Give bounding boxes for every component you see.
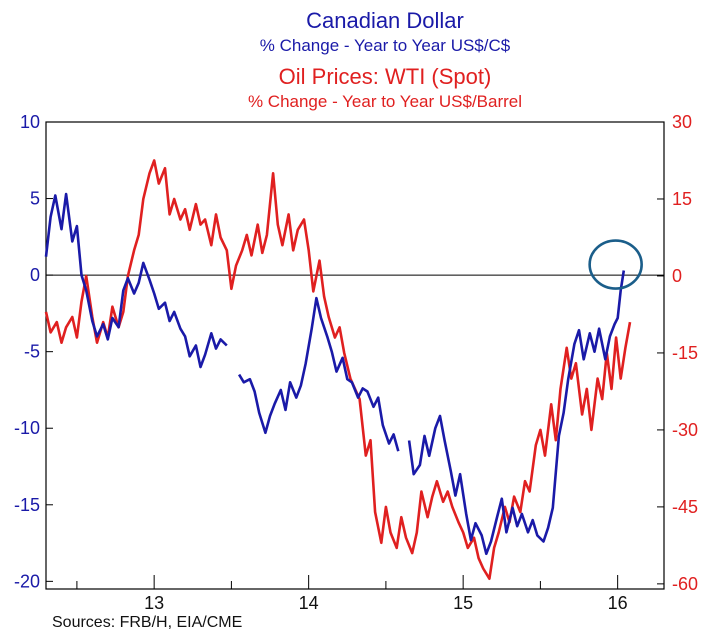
right-tick-label: 0	[672, 266, 682, 286]
right-axis: 30 15 0 -15 -30 -45 -60	[657, 112, 698, 594]
plot-frame	[45, 121, 665, 590]
left-tick-label: -20	[14, 571, 40, 591]
series-layer	[44, 159, 632, 580]
cad-series-line	[407, 270, 626, 556]
right-tick-label: -60	[672, 574, 698, 594]
right-tick-label: 15	[672, 189, 692, 209]
cad-series-line	[237, 296, 400, 452]
left-axis: 10 5 0 -5 -10 -15 -20	[14, 112, 53, 591]
source-note: Sources: FRB/H, EIA/CME	[52, 614, 242, 631]
left-tick-label: 0	[30, 265, 40, 285]
chart-subtitle-primary: % Change - Year to Year US$/C$	[260, 36, 511, 55]
right-tick-label: -30	[672, 420, 698, 440]
left-tick-label: 5	[30, 189, 40, 209]
x-tick-label: 14	[299, 593, 319, 613]
x-tick-label: 16	[608, 593, 628, 613]
chart-subtitle-secondary: % Change - Year to Year US$/Barrel	[248, 92, 522, 111]
chart-title-secondary: Oil Prices: WTI (Spot)	[279, 64, 492, 89]
x-axis: 13 14 15 16	[76, 575, 628, 613]
chart-title-primary: Canadian Dollar	[306, 8, 464, 33]
highlight-circle	[588, 239, 643, 290]
right-tick-label: -15	[672, 343, 698, 363]
oil-series-line	[44, 159, 632, 580]
x-tick-label: 15	[453, 593, 473, 613]
left-tick-label: -5	[24, 342, 40, 362]
right-tick-label: 30	[672, 112, 692, 132]
x-tick-label: 13	[144, 593, 164, 613]
highlight-ring	[588, 239, 643, 290]
left-tick-label: 10	[20, 112, 40, 132]
left-tick-label: -10	[14, 418, 40, 438]
right-tick-label: -45	[672, 497, 698, 517]
cad-series-line	[44, 192, 228, 369]
left-tick-label: -15	[14, 495, 40, 515]
